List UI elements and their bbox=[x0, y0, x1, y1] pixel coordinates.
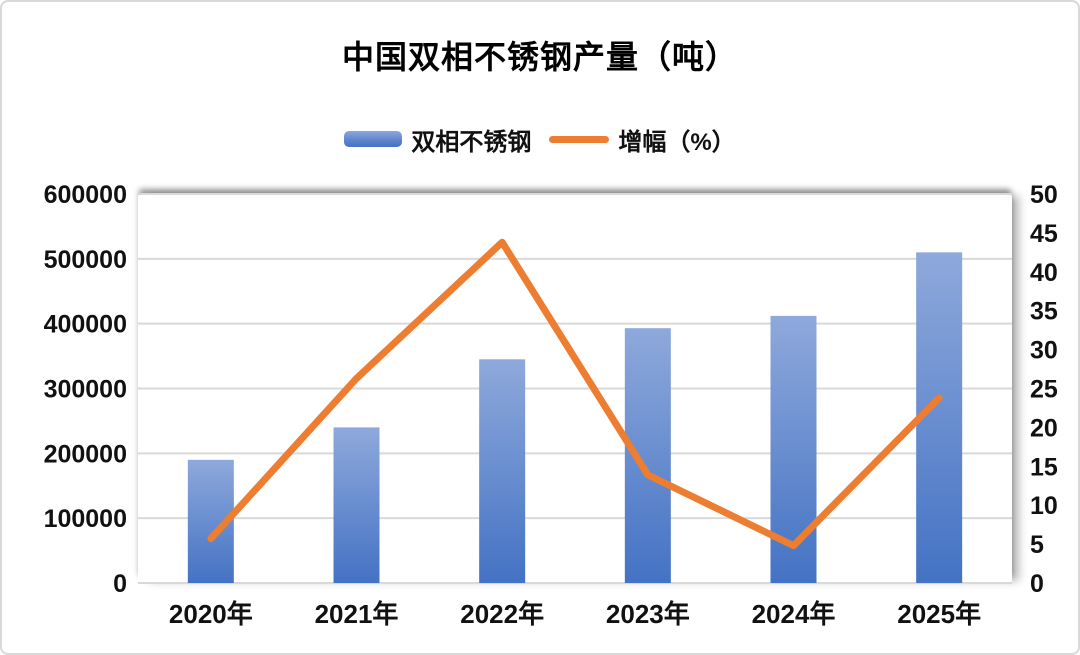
legend-item-growth: 增幅（%） bbox=[549, 122, 736, 157]
legend-item-production: 双相不锈钢 bbox=[344, 122, 531, 157]
right-axis-tick-label: 25 bbox=[1030, 376, 1058, 404]
right-axis-labels: 0 5 10 15 20 25 30 35 40 45 50 bbox=[1030, 181, 1058, 598]
bar-2021年 bbox=[333, 427, 380, 583]
right-axis-tick-label: 50 bbox=[1030, 181, 1058, 209]
legend-label-growth: 增幅（%） bbox=[618, 128, 736, 156]
right-axis-tick-label: 0 bbox=[1030, 570, 1044, 598]
bar-series bbox=[187, 252, 963, 583]
x-axis-label-2022年: 2022年 bbox=[460, 599, 544, 629]
growth-line bbox=[207, 238, 943, 550]
right-axis-tick-label: 45 bbox=[1030, 220, 1058, 248]
right-axis-tick-label: 15 bbox=[1030, 453, 1058, 481]
left-axis-tick-label: 200000 bbox=[44, 440, 127, 468]
left-axis-tick-label: 100000 bbox=[44, 505, 127, 533]
left-axis-labels: 0 100000 200000 300000 400000 500000 600000 bbox=[44, 181, 127, 598]
left-axis-tick-label: 0 bbox=[113, 570, 127, 598]
left-axis-tick-label: 600000 bbox=[44, 181, 127, 209]
left-axis-tick-label: 300000 bbox=[44, 376, 127, 404]
legend-label-production: 双相不锈钢 bbox=[411, 128, 532, 156]
gridlines bbox=[138, 193, 1012, 584]
bar-2022年 bbox=[479, 359, 526, 583]
right-axis-tick-label: 5 bbox=[1030, 531, 1044, 559]
right-axis-tick-label: 10 bbox=[1030, 492, 1058, 520]
x-axis-label-2025年: 2025年 bbox=[897, 599, 981, 629]
x-axis-label-2020年: 2020年 bbox=[169, 599, 253, 629]
right-axis-tick-label: 30 bbox=[1030, 337, 1058, 365]
line-series-swatch bbox=[549, 135, 610, 143]
right-axis-tick-label: 35 bbox=[1030, 298, 1058, 326]
right-axis-tick-label: 20 bbox=[1030, 414, 1058, 442]
legend: 双相不锈钢 增幅（%） bbox=[0, 122, 1080, 156]
x-axis-label-2023年: 2023年 bbox=[606, 599, 690, 629]
left-axis-tick-label: 400000 bbox=[44, 311, 127, 339]
x-axis-labels: 2020年 2021年 2022年 2023年 2024年 2025年 bbox=[169, 599, 981, 629]
chart-title: 中国双相不锈钢产量（吨） bbox=[341, 39, 738, 75]
x-axis-label-2024年: 2024年 bbox=[752, 599, 836, 629]
left-axis-tick-label: 500000 bbox=[44, 246, 127, 274]
bar-series-swatch bbox=[344, 131, 403, 147]
x-axis-label-2021年: 2021年 bbox=[315, 599, 399, 629]
right-axis-tick-label: 40 bbox=[1030, 259, 1058, 287]
